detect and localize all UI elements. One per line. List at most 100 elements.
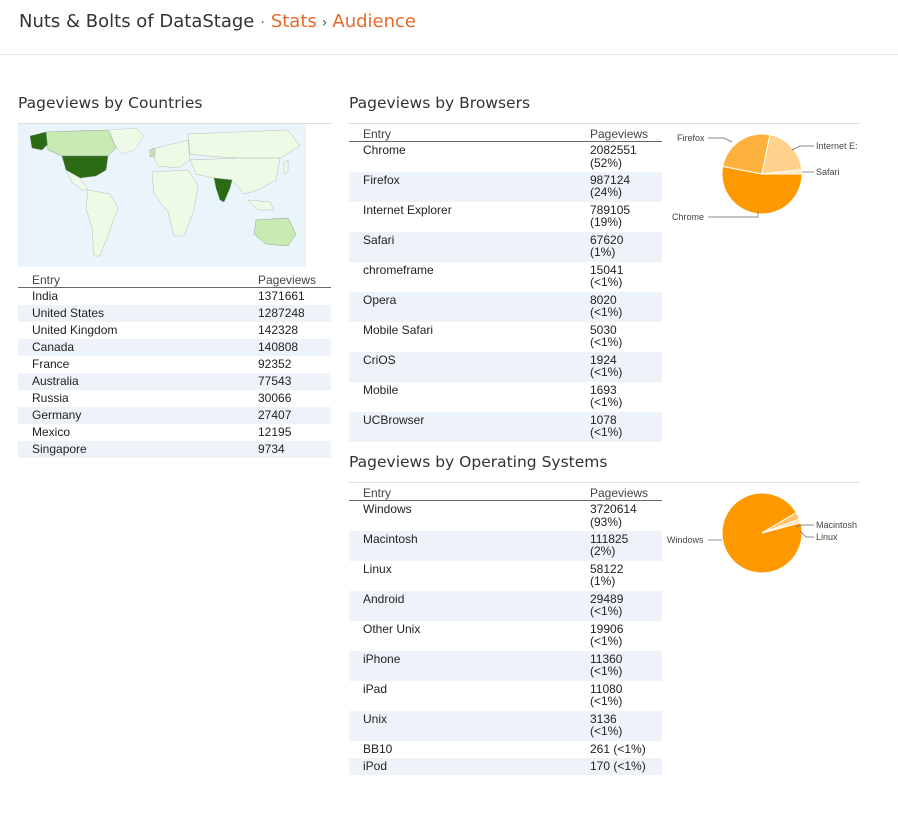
pie-label-firefox: Firefox bbox=[677, 133, 705, 143]
browser-pageviews: 789105 (19%) bbox=[590, 202, 631, 229]
table-row: CriOS 1924 (<1%) bbox=[349, 351, 662, 382]
os-divider bbox=[349, 482, 860, 483]
table-row: United States 1287248 bbox=[18, 305, 331, 322]
country-pageviews: 140808 bbox=[258, 339, 331, 356]
browser-pageviews: 8020 (<1%) bbox=[590, 291, 662, 322]
table-row: Australia 77543 bbox=[18, 373, 331, 390]
table-row: Windows 3720614 (93%) bbox=[349, 501, 662, 531]
table-row: Mobile Safari 5030 (<1%) bbox=[349, 322, 662, 352]
column-header-pageviews[interactable]: Pageviews bbox=[590, 483, 662, 501]
country-name: United Kingdom bbox=[32, 323, 118, 337]
country-pageviews: 142328 bbox=[258, 323, 299, 337]
os-pie-svg bbox=[708, 492, 814, 574]
breadcrumb-audience-link[interactable]: Audience bbox=[332, 11, 416, 32]
browser-name: Safari bbox=[349, 231, 590, 262]
browsers-divider bbox=[349, 123, 860, 124]
browser-pageviews: 987124 (24%) bbox=[590, 171, 662, 202]
country-name: Australia bbox=[18, 373, 258, 390]
page-header: Nuts & Bolts of DataStage · Stats › Audience bbox=[0, 0, 898, 55]
table-header-row: Entry Pageviews bbox=[18, 270, 331, 288]
os-pageviews: 29489 (<1%) bbox=[590, 590, 662, 621]
browser-name: CriOS bbox=[349, 351, 590, 382]
os-name: Android bbox=[349, 590, 590, 621]
country-name: United States bbox=[18, 305, 258, 322]
browser-pageviews: 1078 (<1%) bbox=[590, 411, 662, 442]
countries-table: Entry Pageviews India 1371661 United Stat… bbox=[18, 270, 331, 458]
table-row: iPod 170 (<1%) bbox=[349, 757, 662, 775]
countries-title: Pageviews by Countries bbox=[18, 94, 203, 112]
browser-pageviews: 1693 (<1%) bbox=[590, 382, 623, 409]
os-pageviews: 58122 (1%) bbox=[590, 561, 624, 588]
country-pageviews: 1371661 bbox=[258, 289, 305, 303]
country-pageviews: 77543 bbox=[258, 373, 331, 390]
table-row: Chrome 2082551 (52%) bbox=[349, 142, 662, 172]
os-pageviews: 11360 (<1%) bbox=[590, 650, 662, 681]
world-map[interactable] bbox=[18, 124, 306, 267]
table-row: Firefox 987124 (24%) bbox=[349, 171, 662, 202]
pie-label-chrome: Chrome bbox=[672, 212, 705, 222]
os-pageviews: 111825 (2%) bbox=[590, 530, 662, 561]
table-row: iPhone 11360 (<1%) bbox=[349, 650, 662, 681]
browsers-slice-safari[interactable] bbox=[761, 169, 803, 175]
breadcrumb: Nuts & Bolts of DataStage · Stats › Audience bbox=[19, 11, 416, 32]
table-row: UCBrowser 1078 (<1%) bbox=[349, 411, 662, 442]
breadcrumb-stats-link[interactable]: Stats bbox=[270, 11, 317, 32]
column-header-entry[interactable]: Entry bbox=[18, 270, 258, 288]
table-row: Germany 27407 bbox=[18, 407, 331, 424]
pie-label-internet-explorer: Internet E: bbox=[816, 141, 858, 151]
country-pageviews: 12195 bbox=[258, 425, 292, 439]
os-pageviews: 3720614 (93%) bbox=[590, 502, 637, 529]
browsers-title: Pageviews by Browsers bbox=[349, 94, 531, 112]
table-header-row: Entry Pageviews bbox=[349, 483, 662, 501]
table-row: Other Unix 19906 (<1%) bbox=[349, 621, 662, 651]
breadcrumb-separator: · bbox=[260, 15, 265, 31]
os-name: Unix bbox=[349, 710, 590, 741]
column-header-pageviews[interactable]: Pageviews bbox=[258, 270, 331, 288]
os-name: Linux bbox=[363, 561, 392, 576]
browsers-table: Entry Pageviews Chrome 2082551 (52%) Firef… bbox=[349, 124, 662, 442]
os-name: iPhone bbox=[349, 650, 590, 681]
browser-name: UCBrowser bbox=[349, 411, 590, 442]
browsers-pie-svg bbox=[708, 133, 814, 218]
browser-pageviews: 15041 (<1%) bbox=[590, 262, 624, 289]
browsers-slice-internet-explorer[interactable] bbox=[761, 134, 803, 175]
browsers-pie-chart[interactable]: Firefox Internet E: Safari Chrome bbox=[662, 124, 860, 234]
os-name: Other Unix bbox=[363, 621, 421, 636]
table-row: India 1371661 bbox=[18, 288, 331, 306]
os-name: Macintosh bbox=[349, 530, 590, 561]
browser-name: Chrome bbox=[363, 143, 406, 157]
os-pageviews: 19906 (<1%) bbox=[590, 621, 624, 648]
table-row: Mexico 12195 bbox=[18, 424, 331, 441]
os-name: Windows bbox=[363, 502, 412, 516]
browser-name: Internet Explorer bbox=[363, 202, 452, 217]
country-name: Mexico bbox=[32, 425, 71, 439]
browser-pageviews: 2082551 (52%) bbox=[590, 143, 637, 170]
site-title[interactable]: Nuts & Bolts of DataStage bbox=[19, 11, 255, 32]
country-pageviews: 30066 bbox=[258, 391, 292, 405]
os-slice-linux[interactable] bbox=[761, 518, 802, 534]
browsers-slice-firefox[interactable] bbox=[722, 133, 771, 175]
os-pageviews: 3136 (<1%) bbox=[590, 710, 662, 741]
table-header-row: Entry Pageviews bbox=[349, 124, 662, 142]
os-name: BB10 bbox=[363, 741, 393, 756]
os-pie-chart[interactable]: Windows Macintosh Linux bbox=[662, 483, 860, 583]
country-name: Germany bbox=[18, 407, 258, 424]
pie-label-safari: Safari bbox=[816, 167, 840, 177]
os-pageviews: 261 (<1%) bbox=[590, 741, 646, 756]
table-row: United Kingdom 142328 bbox=[18, 322, 331, 339]
browser-name: Mobile bbox=[363, 382, 399, 397]
browser-name: Opera bbox=[349, 291, 590, 322]
column-header-entry[interactable]: Entry bbox=[349, 124, 590, 142]
table-row: iPad 11080 (<1%) bbox=[349, 681, 662, 711]
pie-label-macintosh: Macintosh bbox=[816, 520, 858, 530]
column-header-entry[interactable]: Entry bbox=[349, 483, 590, 501]
os-title: Pageviews by Operating Systems bbox=[349, 453, 608, 471]
table-row: Russia 30066 bbox=[18, 390, 331, 407]
table-row: France 92352 bbox=[18, 356, 331, 373]
world-map-svg bbox=[18, 124, 306, 267]
pie-label-windows: Windows bbox=[667, 535, 704, 545]
country-name: Russia bbox=[32, 391, 69, 405]
table-row: Canada 140808 bbox=[18, 339, 331, 356]
table-row: chromeframe 15041 (<1%) bbox=[349, 262, 662, 292]
column-header-pageviews[interactable]: Pageviews bbox=[590, 124, 662, 142]
